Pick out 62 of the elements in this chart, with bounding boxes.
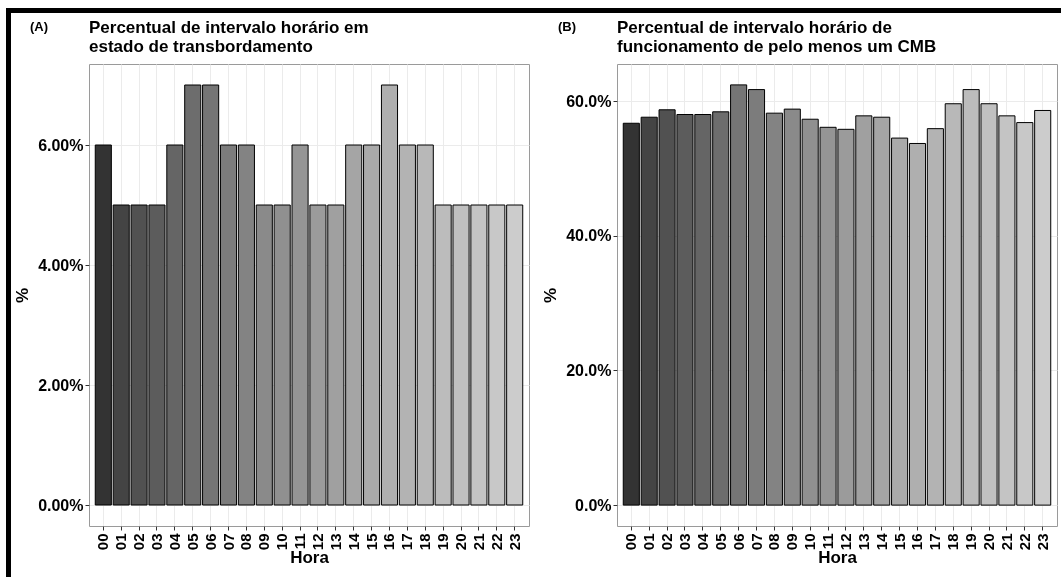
x-tick-label: 05 — [183, 533, 201, 551]
x-tick-label: 10 — [801, 533, 819, 551]
x-tick-label: 04 — [165, 532, 183, 551]
x-tick-label: 08 — [237, 533, 255, 551]
x-tick-label: 06 — [729, 533, 747, 551]
x-tick-label: 09 — [255, 533, 273, 551]
x-tick-label: 21 — [469, 533, 487, 551]
x-tick-label: 22 — [1015, 533, 1033, 551]
x-tick-label: 17 — [926, 533, 944, 551]
y-tick-label: 6.00% — [38, 136, 84, 154]
x-tick-label: 06 — [201, 533, 219, 551]
y-tick-label: 0.00% — [38, 496, 84, 514]
x-tick-label: 04 — [693, 532, 711, 551]
x-tick-label: 20 — [452, 533, 470, 551]
x-tick-label: 03 — [675, 533, 693, 551]
x-tick-label: 19 — [434, 533, 452, 551]
x-tick-label: 13 — [326, 533, 344, 551]
x-tick-label: 21 — [997, 533, 1015, 551]
y-tick-label: 0.0% — [575, 496, 612, 514]
x-tick-label: 00 — [622, 533, 640, 551]
x-tick-label: 01 — [640, 533, 658, 551]
x-tick-label: 13 — [854, 533, 872, 551]
x-tick-label: 20 — [980, 533, 998, 551]
x-tick-label: 07 — [747, 533, 765, 551]
chart-title: Percentual de intervalo horário em estado de transbordamento — [89, 18, 369, 56]
x-tick-label: 18 — [416, 533, 434, 551]
x-tick-label: 23 — [1033, 533, 1051, 551]
y-axis-title: % — [13, 287, 33, 304]
x-tick-label: 08 — [765, 533, 783, 551]
x-tick-label: 09 — [783, 533, 801, 551]
x-tick-label: 01 — [112, 533, 130, 551]
chart-title: Percentual de intervalo horário de funcionamento de pelo menos um CMB — [617, 18, 937, 56]
x-tick-label: 17 — [398, 533, 416, 551]
x-tick-label: 19 — [962, 533, 980, 551]
x-tick-label: 07 — [219, 533, 237, 551]
text: (B) — [558, 19, 577, 34]
x-tick-label: 22 — [487, 533, 505, 551]
x-tick-label: 23 — [505, 533, 523, 551]
x-tick-label: 12 — [836, 533, 854, 551]
x-tick-label: 02 — [658, 533, 676, 551]
x-tick-label: 15 — [890, 533, 908, 551]
x-tick-label: 00 — [94, 533, 112, 551]
x-tick-label: 18 — [944, 533, 962, 551]
x-tick-label: 12 — [308, 533, 326, 551]
x-tick-label: 11 — [819, 533, 837, 550]
x-tick-label: 16 — [908, 533, 926, 551]
x-tick-label: 05 — [711, 533, 729, 551]
y-tick-label: 4.00% — [38, 256, 84, 274]
x-tick-label: 16 — [380, 533, 398, 551]
y-tick-label: 2.00% — [38, 376, 84, 394]
x-tick-label: 15 — [362, 533, 380, 551]
y-tick-label: 20.0% — [566, 361, 612, 379]
x-tick-label: 14 — [344, 532, 362, 551]
y-axis-title: % — [541, 287, 561, 304]
y-tick-label: 40.0% — [566, 227, 612, 245]
x-tick-label: 14 — [872, 532, 890, 551]
x-tick-label: 11 — [291, 533, 309, 550]
x-tick-label: 02 — [130, 533, 148, 551]
text: (A) — [30, 19, 49, 34]
x-tick-label: 10 — [273, 533, 291, 551]
x-tick-label: 03 — [147, 533, 165, 551]
y-tick-label: 60.0% — [566, 92, 612, 110]
